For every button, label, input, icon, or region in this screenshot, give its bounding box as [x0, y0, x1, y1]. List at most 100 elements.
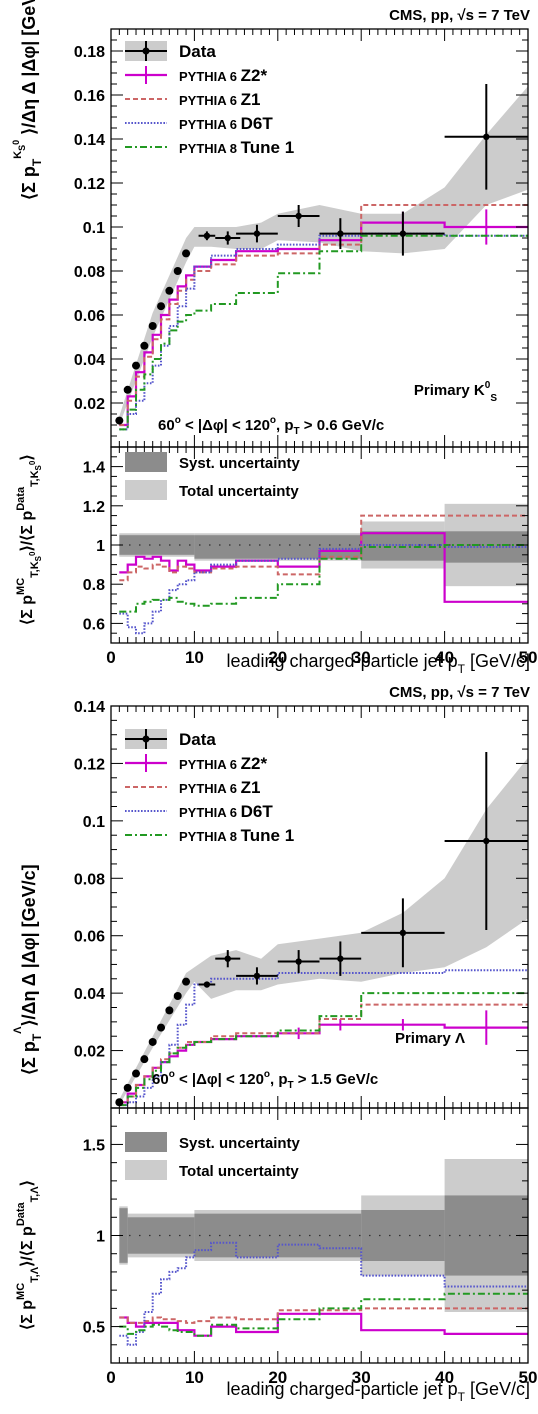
k0s-ratio-legend-syst-label: Syst. uncertainty [179, 455, 301, 472]
k0s-top-ytick-label: 0.04 [74, 352, 105, 369]
k0s-top-data-point [295, 212, 302, 220]
lambda-top-data-point [203, 981, 211, 988]
lambda-top-series-pythia-8-tune-1 [119, 992, 528, 1107]
lambda-y-axis-label: ⟨Σ pTΛ⟩/Δη Δ |Δφ| [GeV/c] [12, 864, 44, 1075]
k0s-top-ytick-label: 0.1 [83, 220, 105, 237]
k0s-top-ytick-label: 0.18 [74, 44, 105, 61]
lambda-legend-data-marker [142, 735, 150, 743]
lambda-top-ytick-label: 0.04 [74, 986, 105, 1003]
lambda-ratio-series-pythia-8-tune-1 [119, 1292, 528, 1337]
k0s-ratio-xtick-label: 10 [185, 648, 204, 667]
k0s-top-data-point [148, 322, 157, 330]
k0s-y-axis-label: ⟨Σ pTKS0 ⟩/Δη Δ |Δφ| [GeV/c] [11, 0, 44, 200]
k0s-top-data-point [173, 267, 182, 275]
k0s-ratio-ytick-label: 1.4 [83, 460, 105, 477]
lambda-top-data-point [399, 929, 407, 937]
k0s-ratio-xtick-label: 30 [352, 648, 371, 667]
lambda-legend-label: PYTHIA 6 Z1 [179, 778, 261, 797]
k0s-ratio-y-axis-label: ⟨Σ pMCT,KS0⟩/⟨Σ pDataT,KS0⟩ [15, 454, 43, 625]
k0s-ratio-ytick-label: 0.6 [83, 616, 105, 633]
lambda-ratio-xtick-label: 0 [106, 1368, 115, 1387]
k0s-ratio-legend-total-swatch [125, 480, 167, 500]
k0s-legend-label: PYTHIA 8 Tune 1 [179, 138, 294, 157]
k0s-x-axis-label: leading charged-particle jet pT [GeV/c] [226, 651, 530, 676]
k0s-cut-annotation: 60o < |Δφ| < 120o, pT > 0.6 GeV/c [158, 415, 384, 437]
k0s-ratio-syst-band [194, 535, 362, 559]
k0s-ratio-xtick-label: 0 [106, 648, 115, 667]
k0s-legend-label: PYTHIA 6 D6T [179, 114, 273, 133]
k0s-legend-data-label: Data [179, 42, 216, 61]
k0s-primary-annotation: Primary K0S [414, 380, 497, 404]
lambda-top-data-point [132, 1069, 141, 1078]
k0s-top-series-pythia-6-d6t [119, 232, 528, 431]
lambda-primary-annotation: Primary Λ [395, 1030, 465, 1047]
lambda-top-data-point [148, 1037, 157, 1046]
lambda-ratio-xtick-label: 40 [435, 1368, 454, 1387]
k0s-top-data-point [132, 361, 141, 370]
lambda-ratio-series-pythia-6-d6t [119, 1241, 528, 1346]
lambda-top-data-point [295, 958, 302, 965]
lambda-cut-annotation: 60o < |Δφ| < 120o, pT > 1.5 GeV/c [152, 1069, 378, 1091]
k0s-ratio-xtick-label: 20 [268, 648, 287, 667]
k0s-top-data-point [399, 230, 407, 237]
k0s-ratio-legend-total-label: Total uncertainty [179, 483, 299, 500]
k0s-top-data-point [123, 385, 132, 394]
k0s-ratio-ytick-label: 1.2 [83, 499, 105, 516]
lambda-ratio-y-axis-label: ⟨Σ pMCT,Λ⟩/⟨Σ pDataT,Λ⟩ [15, 1180, 41, 1330]
k0s-ratio-syst-band [119, 535, 195, 555]
lambda-top-data-point [165, 1006, 174, 1015]
lambda-top-ytick-label: 0.08 [74, 871, 105, 888]
k0s-top-data-point [483, 133, 490, 140]
lambda-ratio-series-pythia-6-z2- [119, 1312, 528, 1337]
lambda-top-ytick-label: 0.02 [74, 1044, 105, 1061]
lambda-ratio-xtick-label: 20 [268, 1368, 287, 1387]
k0s-ratio-ytick-label: 1 [96, 538, 105, 555]
k0s-ratio-series-pythia-6-z1 [119, 514, 528, 582]
k0s-top-data-point [165, 286, 174, 295]
k0s-top-ytick-label: 0.06 [74, 308, 105, 325]
lambda-top-ytick-label: 0.14 [74, 699, 105, 716]
k0s-top-data-point [140, 341, 149, 350]
lambda-ratio-syst-band [361, 1210, 445, 1261]
lambda-ratio-ytick-label: 0.5 [83, 1320, 105, 1337]
k0s-ratio-ytick-label: 0.8 [83, 577, 105, 594]
k0s-ratio-xtick-label: 40 [435, 648, 454, 667]
k0s-top-ytick-label: 0.16 [74, 88, 105, 105]
lambda-ratio-xtick-label: 50 [519, 1368, 538, 1387]
k0s-top-ytick-label: 0.08 [74, 264, 105, 281]
lambda-top-ytick-label: 0.12 [74, 756, 105, 773]
k0s-top-data-point [203, 232, 211, 239]
lambda-top-data-point [173, 992, 182, 1001]
k0s-top-data-point [337, 230, 344, 237]
k0s-ratio-series-pythia-8-tune-1 [119, 544, 528, 613]
k0s-top-series-pythia-8-tune-1 [119, 234, 528, 431]
k0s-top-data-point [115, 416, 124, 425]
lambda-ratio-syst-band [127, 1217, 195, 1254]
lambda-ratio-syst-band [119, 1208, 128, 1263]
lambda-top-data-point [182, 977, 191, 986]
k0s-legend-label: PYTHIA 6 Z2* [179, 66, 267, 85]
lambda-top-data-point [253, 972, 261, 980]
lambda-top-data-point [224, 955, 231, 962]
lambda-ratio-xtick-label: 30 [352, 1368, 371, 1387]
k0s-ratio-legend-syst-swatch [125, 452, 167, 472]
lambda-top-ytick-label: 0.06 [74, 929, 105, 946]
k0s-ratio-xtick-label: 50 [519, 648, 538, 667]
lambda-ratio-legend-total-swatch [125, 1160, 167, 1180]
lambda-ratio-legend-syst-label: Syst. uncertainty [179, 1135, 301, 1152]
lambda-top-data-point [337, 955, 344, 962]
lambda-top-series-pythia-6-d6t [119, 969, 528, 1107]
lambda-legend-label: PYTHIA 6 D6T [179, 802, 273, 821]
k0s-top-ytick-label: 0.14 [74, 132, 105, 149]
k0s-top-data-point [224, 234, 231, 242]
lambda-top-data-point [123, 1083, 132, 1092]
lambda-top-uncertainty-band [119, 757, 529, 1106]
lambda-legend-label: PYTHIA 6 Z2* [179, 754, 267, 773]
k0s-ratio-series-pythia-6-d6t [119, 544, 528, 635]
lambda-top-series-pythia-6-z2- [119, 1023, 528, 1104]
lambda-x-axis-label: leading charged-particle jet pT [GeV/c] [226, 1379, 530, 1404]
lambda-legend-label: PYTHIA 8 Tune 1 [179, 826, 294, 845]
k0s-top-ytick-label: 0.02 [74, 396, 105, 413]
